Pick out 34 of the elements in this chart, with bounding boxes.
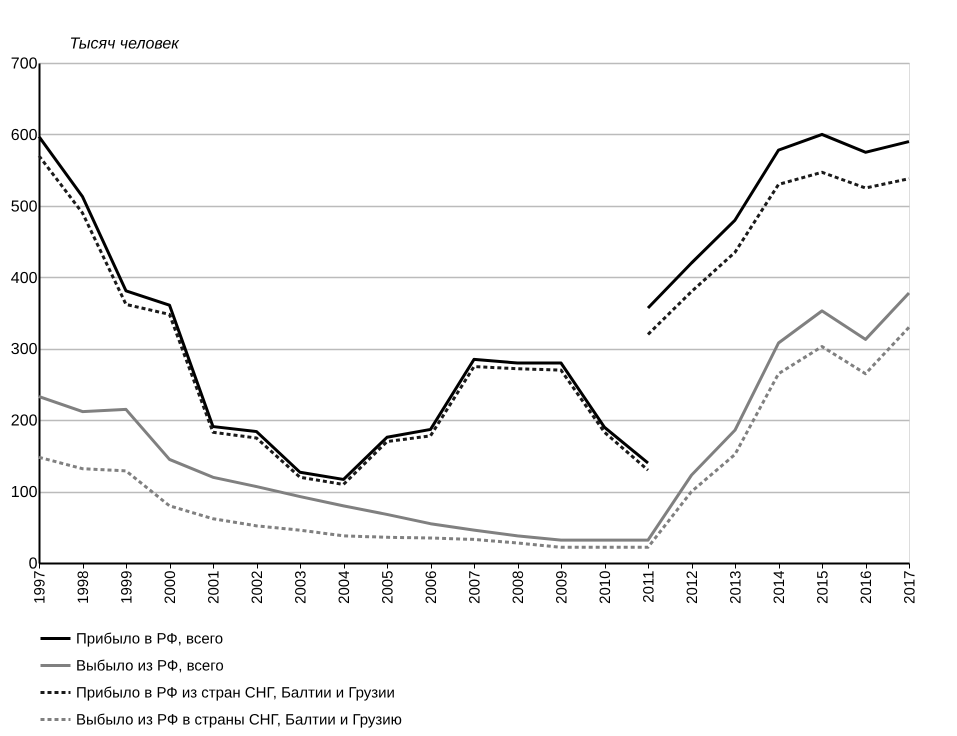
x-tick-label: 2011 — [640, 570, 658, 603]
x-tick-label: 1998 — [75, 570, 92, 604]
x-tick-label: 2002 — [249, 570, 266, 604]
y-tick-label: 400 — [10, 270, 38, 287]
y-tick-label: 700 — [10, 56, 38, 72]
legend-label: Прибыло в РФ из стран СНГ, Балтии и Грузии — [76, 684, 395, 702]
y-tick-label: 200 — [10, 412, 38, 430]
x-tick-label: 2016 — [858, 570, 875, 604]
x-tick-label: 2009 — [554, 570, 570, 604]
legend-label: Прибыло в РФ, всего — [76, 630, 224, 648]
x-tick-label: 1999 — [118, 570, 136, 604]
x-tick-label: 2003 — [292, 570, 310, 604]
x-tick-label: 2004 — [336, 570, 353, 604]
legend-label: Выбыло из РФ в страны СНГ, Балтии и Грузию — [76, 712, 402, 728]
x-tick-label: 2013 — [728, 570, 744, 604]
x-tick-label: 2012 — [684, 570, 701, 604]
y-tick-label: 100 — [10, 484, 38, 502]
y-tick-label: 500 — [10, 198, 38, 216]
x-tick-label: 2017 — [902, 570, 918, 604]
x-tick-label: 2010 — [597, 570, 614, 604]
y-axis-title: Тысяч человек — [70, 36, 180, 52]
x-tick-label: 2008 — [510, 570, 527, 604]
x-tick-label: 2007 — [466, 570, 484, 604]
legend-label: Выбыло из РФ, всего — [76, 658, 224, 674]
x-tick-label: 2006 — [423, 570, 440, 604]
y-tick-label: 0 — [28, 556, 38, 572]
x-tick-label: 2001 — [206, 570, 222, 604]
y-tick-label: 600 — [10, 126, 38, 144]
x-tick-label: 2014 — [771, 570, 788, 604]
x-tick-label: 2015 — [814, 570, 832, 604]
x-tick-label: 1997 — [32, 570, 48, 604]
y-tick-label: 300 — [10, 341, 38, 358]
x-tick-label: 2005 — [380, 570, 396, 604]
x-tick-label: 2000 — [162, 570, 179, 604]
